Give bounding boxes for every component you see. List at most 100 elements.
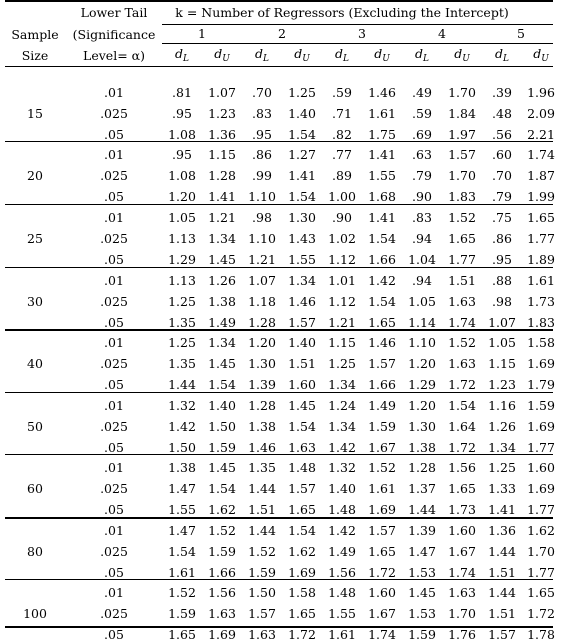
dl-cell: 1.32 (328, 460, 356, 475)
du-cell: 1.63 (288, 440, 316, 455)
dl-cell: .59 (412, 106, 432, 121)
dl-cell: .95 (492, 252, 512, 267)
dl-cell: 1.08 (168, 168, 196, 183)
dl-cell: 1.57 (488, 627, 516, 642)
du-cell: 1.54 (288, 419, 316, 434)
significance-cell: .05 (104, 440, 124, 455)
du-cell: 1.60 (368, 585, 396, 600)
dl-cell: 1.20 (248, 335, 276, 350)
dl-cell: 1.10 (248, 231, 276, 246)
significance-cell: .05 (104, 127, 124, 142)
du-cell: 1.25 (288, 85, 316, 100)
dl-cell: 1.52 (248, 544, 276, 559)
du-cell: 1.73 (527, 294, 555, 309)
dl-cell: 1.53 (408, 606, 436, 621)
du-cell: 1.64 (448, 419, 476, 434)
du-cell: 1.57 (288, 315, 316, 330)
du-cell: 1.87 (527, 168, 555, 183)
du-cell: 1.55 (368, 168, 396, 183)
du-cell: 1.41 (208, 189, 236, 204)
dl-cell: .95 (172, 147, 192, 162)
du-cell: 1.28 (208, 168, 236, 183)
du-cell: 2.09 (527, 106, 555, 121)
significance-cell: .025 (100, 481, 128, 496)
dl-cell: 1.37 (408, 481, 436, 496)
significance-cell: .05 (104, 627, 124, 642)
block-separator (5, 579, 553, 580)
dl-cell: 1.44 (248, 481, 276, 496)
du-cell: 1.45 (208, 460, 236, 475)
du-cell: 1.34 (288, 273, 316, 288)
du-cell: 1.69 (288, 565, 316, 580)
dl-cell: 1.33 (488, 481, 516, 496)
du-cell: 1.63 (448, 585, 476, 600)
du-cell: 1.58 (527, 335, 555, 350)
sample-size-cell: 100 (23, 606, 47, 621)
du-cell: 1.61 (527, 273, 555, 288)
dl-cell: 1.47 (168, 481, 196, 496)
du-cell: 1.23 (208, 106, 236, 121)
dl-cell: 1.00 (328, 189, 356, 204)
block-separator (5, 454, 553, 455)
du-cell: 1.43 (288, 231, 316, 246)
dl-cell: 1.13 (168, 231, 196, 246)
dl-cell: 1.16 (488, 398, 516, 413)
du-cell: 1.74 (448, 315, 476, 330)
k-title-underline (162, 24, 553, 25)
du-cell: 1.70 (527, 544, 555, 559)
dl-cell: .90 (332, 210, 352, 225)
dl-cell: 1.36 (488, 523, 516, 538)
dl-cell: .48 (492, 106, 512, 121)
dl-cell: 1.28 (248, 398, 276, 413)
du-cell: 1.36 (208, 127, 236, 142)
du-cell: 1.38 (208, 294, 236, 309)
k-value-2: 2 (278, 26, 286, 41)
du-cell: 1.67 (448, 544, 476, 559)
dl-cell: .59 (332, 85, 352, 100)
dl-header: dL (335, 46, 349, 65)
dl-cell: 1.38 (408, 440, 436, 455)
dl-cell: 1.51 (488, 565, 516, 580)
dl-cell: .79 (412, 168, 432, 183)
du-cell: 1.76 (448, 627, 476, 642)
dl-cell: 1.25 (168, 335, 196, 350)
du-cell: 1.77 (527, 565, 555, 580)
du-cell: 1.56 (448, 460, 476, 475)
du-cell: 1.45 (208, 356, 236, 371)
du-cell: 1.72 (448, 440, 476, 455)
du-cell: 1.70 (448, 85, 476, 100)
dl-cell: .69 (412, 127, 432, 142)
du-cell: 1.70 (448, 168, 476, 183)
block-separator (5, 329, 553, 331)
du-header: dU (214, 46, 230, 65)
du-cell: 1.77 (527, 231, 555, 246)
du-cell: 1.57 (368, 523, 396, 538)
du-cell: 1.58 (288, 585, 316, 600)
du-cell: 1.54 (368, 231, 396, 246)
du-cell: 1.50 (208, 419, 236, 434)
dl-cell: .95 (252, 127, 272, 142)
dl-cell: 1.35 (168, 315, 196, 330)
dl-cell: .77 (332, 147, 352, 162)
du-cell: 1.48 (288, 460, 316, 475)
du-cell: 1.60 (288, 377, 316, 392)
du-cell: 1.78 (527, 627, 555, 642)
significance-cell: .025 (100, 419, 128, 434)
dl-cell: 1.48 (328, 585, 356, 600)
du-cell: 1.61 (368, 106, 396, 121)
significance-cell: .025 (100, 544, 128, 559)
du-cell: 1.57 (448, 147, 476, 162)
dl-cell: 1.21 (248, 252, 276, 267)
dl-cell: 1.55 (168, 502, 196, 517)
du-cell: 1.27 (288, 147, 316, 162)
du-cell: 1.73 (448, 502, 476, 517)
header-level-line3: Level= α) (83, 48, 145, 63)
dl-cell: 1.14 (408, 315, 436, 330)
du-cell: 1.69 (527, 356, 555, 371)
top-rule (5, 0, 553, 2)
du-cell: 1.84 (448, 106, 476, 121)
du-cell: 1.62 (527, 523, 555, 538)
dl-cell: 1.53 (408, 565, 436, 580)
du-cell: 1.52 (208, 523, 236, 538)
dl-cell: .98 (492, 294, 512, 309)
